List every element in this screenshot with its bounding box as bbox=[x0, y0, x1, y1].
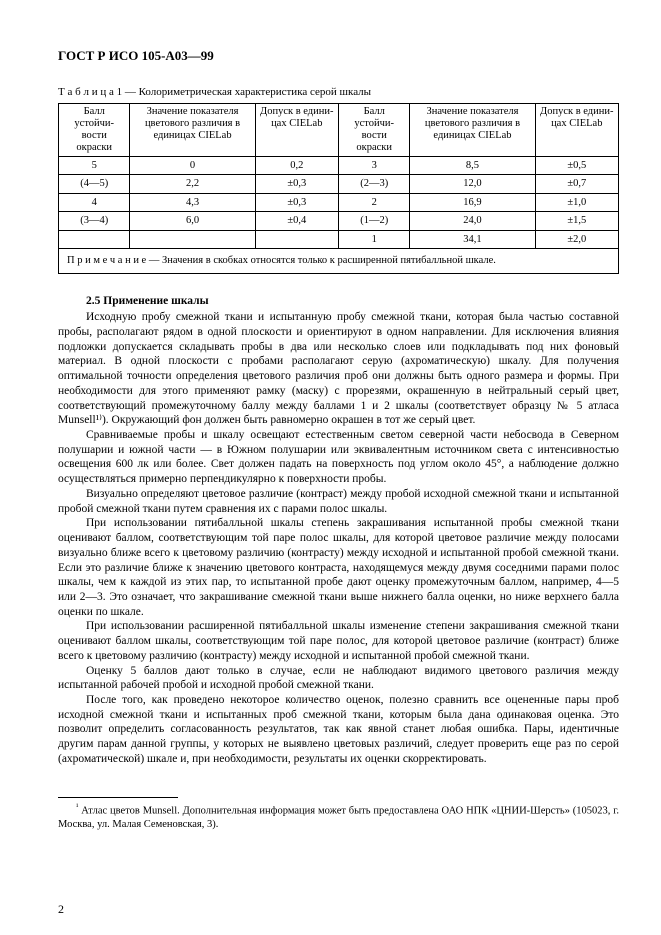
footnote-divider bbox=[58, 797, 178, 798]
footnote-text: Атлас цветов Munsell. Дополнительная инф… bbox=[58, 805, 619, 829]
page-number: 2 bbox=[58, 902, 64, 917]
table-row: (3—4)6,0±0,4(1—2)24,0±1,5 bbox=[59, 212, 619, 230]
table-note-row: П р и м е ч а н и е — Значения в скобках… bbox=[59, 249, 619, 273]
table-cell: 1 bbox=[338, 230, 409, 248]
caption-dash: — bbox=[122, 86, 139, 98]
document-code: ГОСТ Р ИСО 105-А03—99 bbox=[58, 48, 619, 65]
table-header-row: Балл устойчи-вости окраски Значение пока… bbox=[59, 103, 619, 156]
table-cell bbox=[59, 230, 130, 248]
table-cell: ±0,3 bbox=[255, 175, 338, 193]
col-header: Допуск в едини-цах CIELab bbox=[255, 103, 338, 156]
paragraph: Оценку 5 баллов дают только в случае, ес… bbox=[58, 664, 619, 693]
paragraph: Исходную пробу смежной ткани и испытанну… bbox=[58, 310, 619, 428]
table-row: 44,3±0,3216,9±1,0 bbox=[59, 193, 619, 211]
caption-prefix: Т а б л и ц а 1 bbox=[58, 86, 122, 98]
table-cell: 24,0 bbox=[410, 212, 535, 230]
table-cell: 2,2 bbox=[130, 175, 255, 193]
table-cell bbox=[255, 230, 338, 248]
table-row: 134,1±2,0 bbox=[59, 230, 619, 248]
table-cell bbox=[130, 230, 255, 248]
table-row: 500,238,5±0,5 bbox=[59, 156, 619, 174]
table-cell: 4 bbox=[59, 193, 130, 211]
table-cell: 34,1 bbox=[410, 230, 535, 248]
table-cell: 3 bbox=[338, 156, 409, 174]
table-cell: 12,0 bbox=[410, 175, 535, 193]
footnote: ¹ Атлас цветов Munsell. Дополнительная и… bbox=[58, 802, 619, 831]
table-cell: ±1,0 bbox=[535, 193, 618, 211]
paragraph: После того, как проведено некоторое коли… bbox=[58, 693, 619, 767]
table-cell: ±0,4 bbox=[255, 212, 338, 230]
table-cell: ±0,7 bbox=[535, 175, 618, 193]
caption-text: Колориметрическая характеристика серой ш… bbox=[139, 86, 371, 98]
col-header: Балл устойчи-вости окраски bbox=[59, 103, 130, 156]
table-cell: 4,3 bbox=[130, 193, 255, 211]
table-cell: ±2,0 bbox=[535, 230, 618, 248]
col-header: Допуск в едини-цах CIELab bbox=[535, 103, 618, 156]
table-cell: (3—4) bbox=[59, 212, 130, 230]
table-cell: 5 bbox=[59, 156, 130, 174]
table-cell: 0 bbox=[130, 156, 255, 174]
grey-scale-table: Балл устойчи-вости окраски Значение пока… bbox=[58, 103, 619, 274]
table-cell: 16,9 bbox=[410, 193, 535, 211]
table-cell: 2 bbox=[338, 193, 409, 211]
paragraph: При использовании расширенной пятибалльн… bbox=[58, 619, 619, 663]
table-cell: 8,5 bbox=[410, 156, 535, 174]
note-text: — Значения в скобках относятся только к … bbox=[146, 255, 496, 266]
table-cell: 0,2 bbox=[255, 156, 338, 174]
table-cell: 6,0 bbox=[130, 212, 255, 230]
table-cell: (2—3) bbox=[338, 175, 409, 193]
table-cell: ±1,5 bbox=[535, 212, 618, 230]
paragraph: Сравниваемые пробы и шкалу освещают есте… bbox=[58, 428, 619, 487]
paragraph: Визуально определяют цветовое различие (… bbox=[58, 487, 619, 516]
table-row: (4—5)2,2±0,3(2—3)12,0±0,7 bbox=[59, 175, 619, 193]
table-cell: ±0,5 bbox=[535, 156, 618, 174]
table-cell: ±0,3 bbox=[255, 193, 338, 211]
note-prefix: П р и м е ч а н и е bbox=[67, 255, 146, 266]
table-cell: (4—5) bbox=[59, 175, 130, 193]
table-cell: (1—2) bbox=[338, 212, 409, 230]
section-title: 2.5 Применение шкалы bbox=[58, 294, 619, 309]
col-header: Балл устойчи-вости окраски bbox=[338, 103, 409, 156]
table-caption: Т а б л и ц а 1 — Колориметрическая хара… bbox=[58, 85, 619, 99]
paragraph: При использовании пятибалльной шкалы сте… bbox=[58, 516, 619, 619]
col-header: Значение показателяцветового различия ве… bbox=[410, 103, 535, 156]
col-header: Значение показателяцветового различия ве… bbox=[130, 103, 255, 156]
